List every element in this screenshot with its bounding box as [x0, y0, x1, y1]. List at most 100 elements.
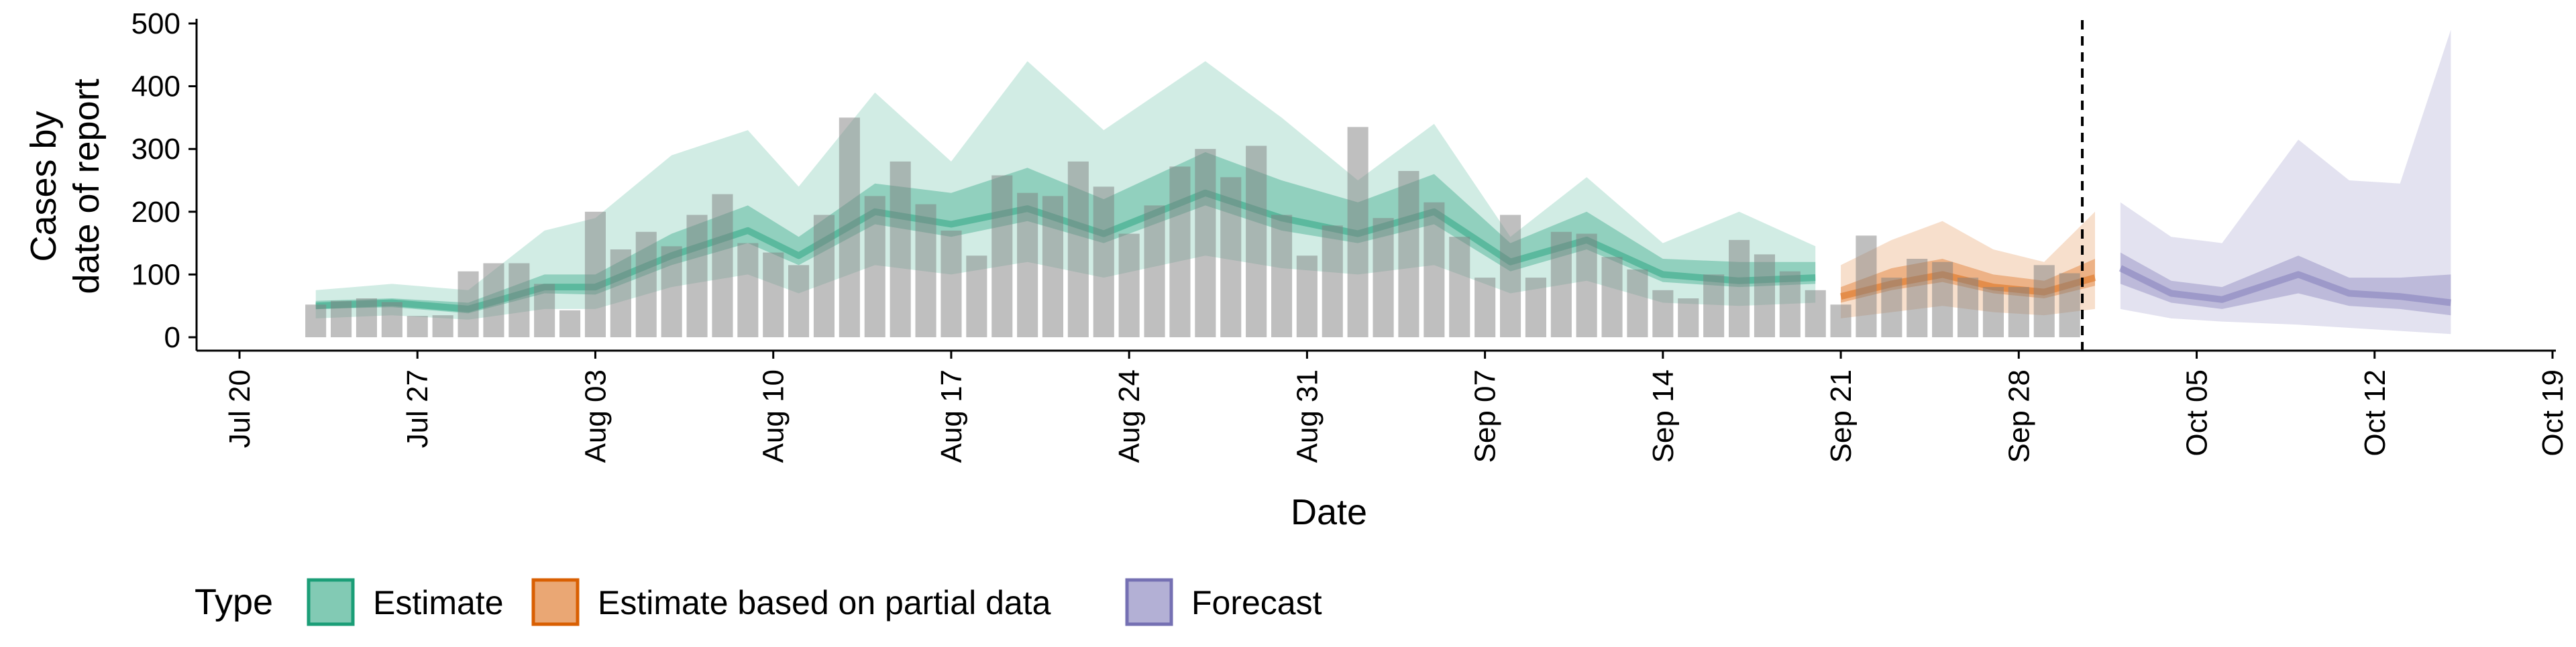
case-bar: [1322, 225, 1343, 337]
y-axis-title-line: date of report: [66, 78, 107, 294]
case-bar: [1500, 215, 1521, 337]
case-bar: [1652, 290, 1674, 337]
y-tick-label: 300: [131, 133, 180, 166]
case-bar: [1373, 218, 1394, 337]
estimate-ribbon-50: [315, 152, 1816, 314]
case-bar: [305, 304, 327, 337]
x-tick-label: Sep 21: [1825, 369, 1858, 463]
case-bar: [686, 215, 708, 337]
legend-title: Type: [195, 582, 273, 622]
case-bar: [1805, 290, 1826, 337]
legend-key: [1125, 578, 1173, 626]
case-bar: [813, 215, 835, 337]
case-bar: [941, 230, 962, 337]
case-bar: [1601, 257, 1623, 337]
y-tick-label: 100: [131, 258, 180, 291]
case-bar: [1195, 149, 1216, 337]
reported-case-bars: [305, 117, 2080, 337]
x-tick-label: Aug 24: [1113, 369, 1146, 463]
case-bar: [1957, 278, 1979, 337]
case-bar: [584, 211, 606, 337]
legend-label: Estimate based on partial data: [598, 584, 1051, 622]
x-tick-label: Aug 03: [579, 369, 612, 463]
case-bar: [508, 263, 530, 337]
case-bar: [610, 249, 631, 337]
case-bar: [1347, 127, 1368, 337]
case-bar: [1982, 287, 2004, 337]
case-bar: [1144, 205, 1165, 337]
x-axis-title: Date: [1291, 492, 1367, 532]
x-tick-label: Oct 05: [2181, 369, 2214, 457]
case-bar: [966, 255, 987, 337]
y-tick-label: 0: [164, 321, 180, 354]
case-bar: [661, 246, 682, 337]
case-bar: [458, 271, 479, 337]
x-tick-label: Sep 07: [1469, 369, 1502, 463]
case-bar: [788, 265, 810, 337]
case-bar: [1220, 177, 1242, 337]
case-bar: [635, 231, 657, 337]
legend-key: [531, 578, 580, 626]
case-bar: [1907, 259, 1928, 337]
estimate-based-on-partial-data-ribbon-90: [1841, 211, 2095, 318]
x-tick-label: Oct 12: [2359, 369, 2392, 457]
forecast-ribbon-90: [2120, 30, 2451, 335]
x-tick-label: Aug 31: [1291, 369, 1324, 463]
case-bar: [1042, 196, 1063, 337]
forecast-ribbon-50: [2120, 252, 2451, 316]
case-bar: [1398, 171, 1419, 337]
x-tick-label: Sep 28: [2002, 369, 2035, 463]
case-bar: [1830, 304, 1851, 337]
legend-label: Forecast: [1191, 584, 1322, 622]
case-bar: [407, 316, 428, 337]
x-tick-label: Oct 19: [2536, 369, 2569, 457]
case-bar: [1627, 269, 1648, 337]
case-bar: [1729, 239, 1750, 337]
case-bar: [1754, 254, 1775, 337]
y-tick-label: 500: [131, 7, 180, 40]
x-tick-label: Sep 14: [1647, 369, 1680, 463]
x-tick-label: Aug 10: [757, 369, 790, 463]
case-bar: [1932, 261, 1953, 337]
case-bar: [2033, 265, 2055, 337]
case-bar: [737, 243, 759, 337]
case-bar: [1525, 278, 1546, 337]
legend-key: [307, 578, 355, 626]
case-bar: [839, 117, 860, 337]
case-bar: [1576, 233, 1597, 337]
case-bar: [1067, 161, 1089, 337]
case-bar: [1550, 231, 1572, 337]
forecast-median-line: [2118, 265, 2452, 306]
case-bar: [1703, 274, 1725, 337]
case-bar: [1449, 237, 1470, 337]
case-bar: [864, 196, 885, 337]
case-bar: [890, 161, 911, 337]
case-bar: [1881, 278, 1902, 337]
case-bar: [1246, 145, 1267, 337]
x-tick-label: Aug 17: [935, 369, 968, 463]
x-tick-label: Jul 27: [401, 369, 434, 448]
y-tick-label: 400: [131, 70, 180, 103]
case-bar: [2008, 287, 2029, 337]
x-tick-label: Jul 20: [223, 369, 256, 448]
case-bar: [1856, 235, 1877, 337]
case-bar: [991, 175, 1013, 337]
case-bar: [1678, 298, 1699, 337]
case-bar: [356, 298, 377, 337]
case-bar: [432, 315, 453, 337]
case-bar: [1271, 215, 1293, 337]
case-bar: [559, 310, 581, 337]
case-bar: [915, 204, 936, 337]
case-bar: [1169, 166, 1191, 337]
case-bar: [381, 302, 402, 337]
y-axis-title: Cases bydate of report: [23, 78, 107, 294]
case-bar: [763, 252, 784, 337]
case-bar: [1093, 186, 1114, 337]
y-tick-label: 200: [131, 196, 180, 229]
case-bar: [1779, 271, 1801, 337]
legend-label: Estimate: [373, 584, 504, 622]
legend: Type Estimate Estimate based on partial da…: [195, 578, 1322, 626]
case-bar: [331, 300, 352, 337]
case-bar: [1424, 202, 1445, 337]
